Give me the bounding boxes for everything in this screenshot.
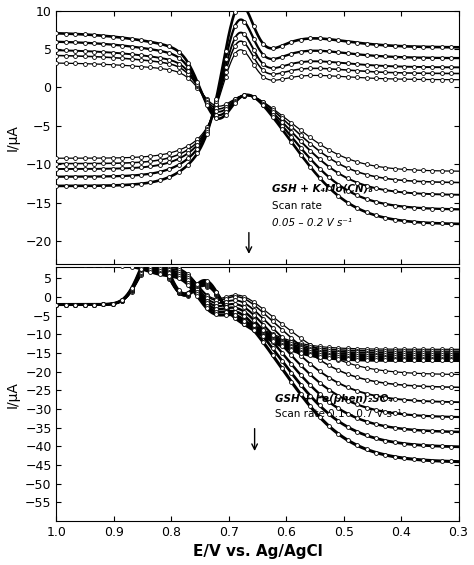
Text: Scan rate: Scan rate [272, 201, 322, 211]
Text: GSH + K₄Mo(CN)₈: GSH + K₄Mo(CN)₈ [272, 183, 373, 193]
Text: Scan rate 0.1 – 0.7 V s⁻¹: Scan rate 0.1 – 0.7 V s⁻¹ [275, 408, 401, 419]
Y-axis label: I/μA: I/μA [6, 124, 20, 151]
Y-axis label: I/μA: I/μA [6, 381, 19, 407]
Text: GSH + Fe(phen)₂SO₄: GSH + Fe(phen)₂SO₄ [275, 394, 393, 403]
Text: 0.05 – 0.2 V s⁻¹: 0.05 – 0.2 V s⁻¹ [272, 218, 352, 228]
X-axis label: E/V vs. Ag/AgCl: E/V vs. Ag/AgCl [192, 545, 322, 559]
